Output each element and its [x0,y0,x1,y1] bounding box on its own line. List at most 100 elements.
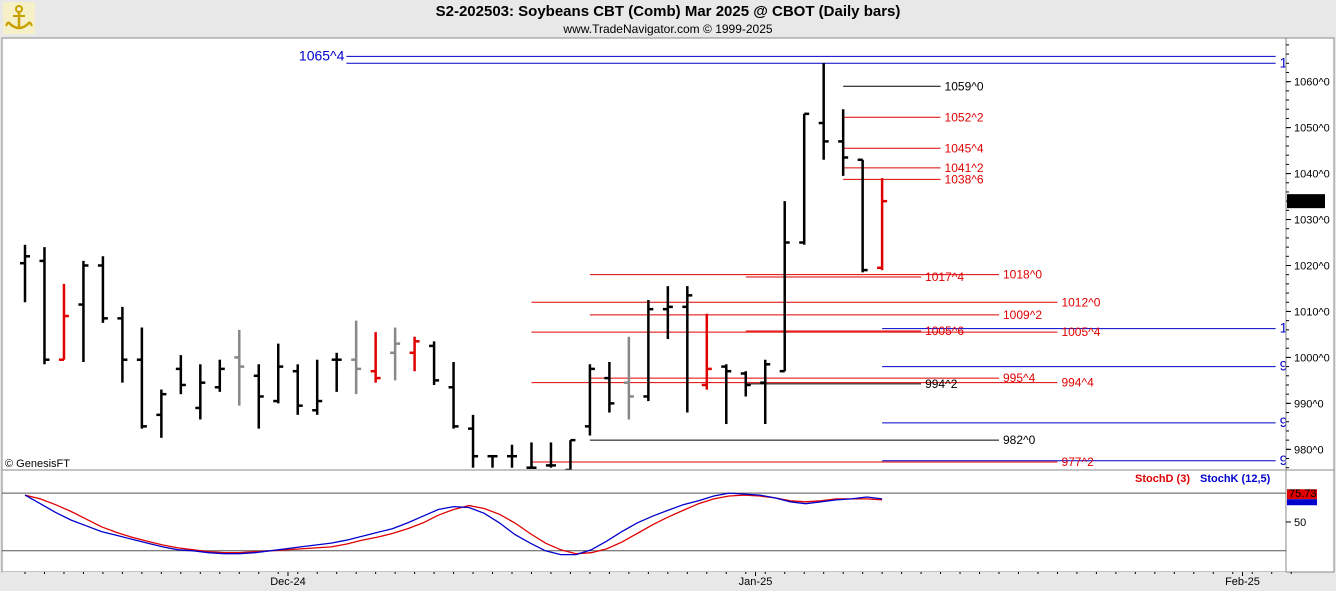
level-label-8: 1017^4 [925,270,964,284]
time-label-2: Feb-25 [1225,576,1260,588]
price-plot-area [1,37,1287,471]
ohlc-bar-21 [429,341,440,385]
ohlc-bar-2 [58,283,69,361]
last-price-box [1287,194,1325,209]
price-tick-label-8: 980^0 [1294,444,1324,456]
level-label-6: 1038^6 [945,172,984,186]
ohlc-bar-31 [623,336,634,420]
ohlc-bar-23 [468,414,479,468]
ohlc-bar-37 [740,371,751,397]
stoch-tick-label-0: 50 [1294,517,1306,529]
price-axis: 1060^0 1050^0 1040^0 1030^0 1020^0 1010^0 1000… [1285,37,1335,471]
stochastic-plot-area [1,469,1287,573]
level-label-15: 995^4 [1003,371,1036,385]
ohlc-bar-41 [818,63,829,160]
level-label-19: 982^0 [1003,433,1036,447]
stoch-line-0 [24,494,883,555]
price-panel: 1065^41064^01059^01052^21045^41041^21038… [1,37,1325,472]
price-tick-label-6: 1000^0 [1294,352,1330,364]
ohlc-bar-20 [409,336,420,372]
ohlc-bar-22 [448,362,459,429]
stochastic-last-values: 75.73 [1287,488,1317,506]
ohlc-bar-11 [234,329,245,406]
time-label-1: Jan-25 [739,576,773,588]
level-label-0: 1065^4 [299,47,345,63]
ohlc-bar-7 [156,389,167,438]
price-levels [346,55,1276,463]
chart-title: S2-202503: Soybeans CBT (Comb) Mar 2025 … [435,3,901,20]
ohlc-bar-9 [195,364,206,420]
level-label-10: 1009^2 [1003,308,1042,322]
price-tick-label-0: 1060^0 [1294,77,1330,89]
stochastic-guides [2,492,1286,552]
stoch-legend-item-0: StochD (3) [1135,473,1190,485]
level-label-21: 977^2 [1061,455,1094,469]
stochastic-panel: StochD (3) StochK (12,5) 50 75.73 [1,469,1335,573]
chart-subtitle: www.TradeNavigator.com © 1999-2025 [563,22,773,36]
time-axis-labels: Dec-24 Jan-25 Feb-25 [24,572,1292,588]
level-label-17: 994^2 [925,377,958,391]
genesis-watermark: © GenesisFT [5,458,70,470]
level-label-9: 1012^0 [1061,295,1100,309]
price-tick-label-5: 1010^0 [1294,306,1330,318]
ohlc-bar-1 [39,247,50,365]
stoch-legend-item-1: StochK (12,5) [1200,473,1271,485]
level-label-12: 1005^6 [925,324,964,338]
level-label-2: 1059^0 [945,79,984,93]
ohlc-bar-39 [779,201,790,373]
stochD-last-label: 75.73 [1289,488,1317,500]
price-tick-label-4: 1020^0 [1294,260,1330,272]
level-label-16: 994^4 [1061,376,1094,390]
ohlc-bar-24 [487,454,498,468]
ohlc-bar-16 [331,352,342,392]
ohlc-bar-33 [662,286,673,340]
ohlc-bar-36 [721,364,732,425]
stoch-line-1 [24,492,883,556]
level-label-3: 1052^2 [945,110,984,124]
ohlc-bar-25 [507,444,517,468]
level-label-13: 1005^4 [1061,325,1100,339]
last-price-label: 1034^0 [1289,196,1325,208]
ohlc-bar-30 [604,362,615,413]
price-tick-label-3: 1030^0 [1294,215,1330,227]
ohlc-bar-19 [390,327,401,381]
level-label-5: 1041^2 [945,161,984,175]
ohlc-bar-43 [857,158,868,273]
ohlc-bar-17 [351,320,362,395]
ohlc-bar-0 [20,244,30,303]
last-price-marker: 1034^0 [1287,194,1325,209]
stochK-last-box [1287,499,1317,506]
ohlc-bar-40 [799,112,810,245]
ohlc-bar-26 [526,442,537,469]
ohlc-bar-35 [701,313,712,390]
ohlc-bar-3 [78,260,89,362]
ohlc-bar-32 [643,299,654,402]
stochastic-axis-ticks: 50 [1286,517,1306,529]
time-label-0: Dec-24 [270,576,305,588]
ohlc-bar-6 [136,327,147,429]
ohlc-bar-34 [682,286,693,413]
stochastic-legend: StochD (3) StochK (12,5) [1135,473,1271,485]
ohlc-bar-15 [312,359,323,415]
trade-navigator-logo-icon [3,2,35,34]
stochastic-lines [24,492,883,556]
price-tick-label-1: 1050^0 [1294,123,1330,135]
ohlc-bar-10 [214,359,225,392]
chart-header: S2-202503: Soybeans CBT (Comb) Mar 2025 … [0,0,1336,38]
price-tick-label-2: 1040^0 [1294,169,1330,181]
level-label-7: 1018^0 [1003,268,1042,282]
ohlc-bar-8 [175,355,186,395]
ohlc-bar-4 [97,256,108,323]
ohlc-bar-5 [117,306,128,383]
ohlc-bar-27 [545,442,556,468]
ohlc-bar-38 [760,359,771,425]
ohlc-bar-14 [292,364,303,415]
ohlc-bar-18 [370,332,381,383]
stochD-last-box [1287,489,1317,500]
price-axis-ticks: 1060^0 1050^0 1040^0 1030^0 1020^0 1010^0 1000… [1286,44,1330,469]
ohlc-bar-13 [273,343,284,404]
price-tick-label-7: 990^0 [1294,398,1324,410]
ohlc-bar-29 [584,364,595,436]
ohlc-bar-42 [838,109,849,176]
